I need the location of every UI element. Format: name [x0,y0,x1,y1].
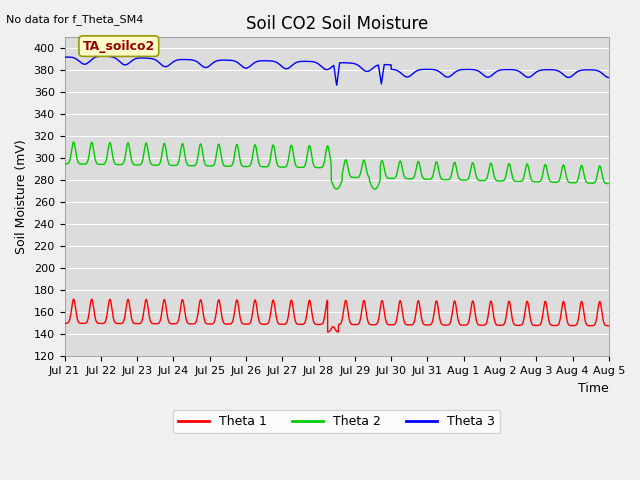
Theta 1 [177,300,185,306]
Theta 3 [333,82,340,88]
Legend: Theta 1, Theta 2, Theta 3: Theta 1, Theta 2, Theta 3 [173,410,500,433]
Theta 1 [324,329,332,335]
Theta 3 [554,68,561,73]
Theta 2 [70,139,77,145]
Theta 1 [399,315,407,321]
Theta 2 [371,186,378,192]
Theta 3 [605,75,612,81]
Theta 3 [605,75,612,81]
Line: Theta 1: Theta 1 [65,299,609,332]
Text: TA_soilco2: TA_soilco2 [83,40,155,53]
Theta 1 [554,323,561,328]
Theta 2 [399,171,407,177]
Theta 2 [554,180,561,185]
Theta 1 [213,307,221,312]
Theta 2 [390,175,397,181]
Theta 1 [70,296,77,302]
X-axis label: Time: Time [578,382,609,395]
Theta 3 [61,54,68,60]
Theta 1 [61,321,68,326]
Theta 3 [213,58,221,64]
Text: No data for f_Theta_SM4: No data for f_Theta_SM4 [6,14,144,25]
Y-axis label: Soil Moisture (mV): Soil Moisture (mV) [15,140,28,254]
Theta 1 [605,323,612,329]
Theta 1 [605,323,612,329]
Theta 3 [390,67,397,72]
Theta 1 [390,322,397,327]
Theta 2 [61,161,68,167]
Theta 2 [177,144,185,150]
Theta 2 [213,150,221,156]
Theta 2 [605,181,612,187]
Theta 3 [399,72,407,78]
Theta 3 [97,53,105,59]
Line: Theta 3: Theta 3 [65,56,609,85]
Theta 3 [177,57,185,62]
Title: Soil CO2 Soil Moisture: Soil CO2 Soil Moisture [246,15,428,33]
Line: Theta 2: Theta 2 [65,142,609,189]
Theta 2 [605,181,612,187]
